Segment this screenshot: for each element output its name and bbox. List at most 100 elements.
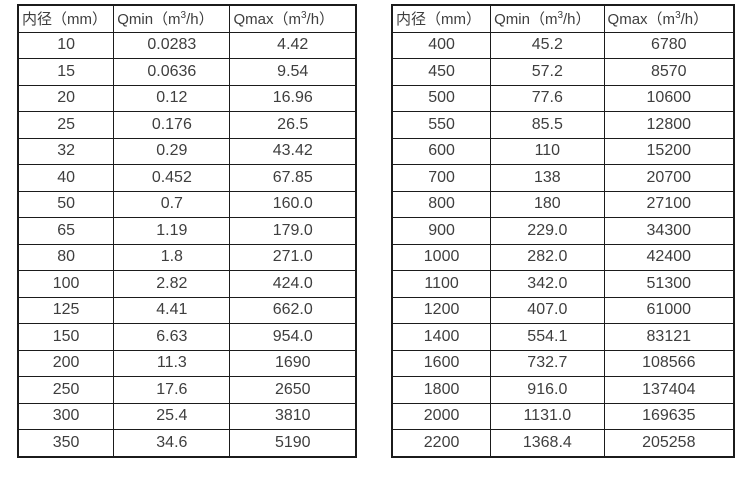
- cell-diameter: 20: [17, 84, 115, 112]
- cell-qmax: 5190: [229, 429, 357, 457]
- cell-diameter: 450: [391, 58, 492, 86]
- cell-qmin: 57.2: [490, 58, 605, 86]
- cell-qmin: 0.452: [113, 164, 231, 192]
- column-header-qmax: Qmax（m3/h）: [229, 4, 357, 33]
- cell-qmax: 137404: [603, 376, 735, 404]
- column-header-qmin: Qmin（m3/h）: [490, 4, 605, 33]
- table-row: 700 138 20700: [391, 164, 735, 192]
- qmin-label-unit: /h）: [563, 11, 591, 29]
- cell-qmin: 17.6: [113, 376, 231, 404]
- cell-diameter: 50: [17, 190, 115, 218]
- qmin-label: Qmin（m: [494, 11, 558, 29]
- table-row: 32 0.29 43.42: [17, 137, 357, 165]
- header-row: 内径（mm） Qmin（m3/h） Qmax（m3/h）: [17, 4, 357, 33]
- cell-diameter: 400: [391, 31, 492, 59]
- table-body: 400 45.2 6780 450 57.2 8570 500 77.6 10600 550 85.…: [391, 31, 735, 457]
- cell-diameter: 150: [17, 323, 115, 351]
- cell-qmin: 11.3: [113, 349, 231, 377]
- cell-diameter: 300: [17, 402, 115, 430]
- cell-qmin: 0.12: [113, 84, 231, 112]
- cell-diameter: 550: [391, 111, 492, 139]
- table-row: 250 17.6 2650: [17, 376, 357, 404]
- table-row: 1400 554.1 83121: [391, 323, 735, 351]
- table-row: 100 2.82 424.0: [17, 270, 357, 298]
- table-row: 80 1.8 271.0: [17, 243, 357, 271]
- cell-diameter: 200: [17, 349, 115, 377]
- cell-qmin: 4.41: [113, 296, 231, 324]
- table-row: 900 229.0 34300: [391, 217, 735, 245]
- cell-qmax: 662.0: [229, 296, 357, 324]
- cell-qmin: 0.29: [113, 137, 231, 165]
- column-header-qmin: Qmin（m3/h）: [113, 4, 231, 33]
- qmax-superscript: 3: [300, 10, 307, 22]
- cell-qmax: 6780: [603, 31, 735, 59]
- table-row: 300 25.4 3810: [17, 402, 357, 430]
- cell-qmin: 1.8: [113, 243, 231, 271]
- cell-diameter: 10: [17, 31, 115, 59]
- table-row: 40 0.452 67.85: [17, 164, 357, 192]
- cell-qmin: 0.0283: [113, 31, 231, 59]
- cell-qmax: 205258: [603, 429, 735, 457]
- table-row: 600 110 15200: [391, 137, 735, 165]
- cell-qmin: 0.0636: [113, 58, 231, 86]
- cell-qmax: 9.54: [229, 58, 357, 86]
- header-row: 内径（mm） Qmin（m3/h） Qmax（m3/h）: [391, 4, 735, 33]
- table-header: 内径（mm） Qmin（m3/h） Qmax（m3/h）: [17, 4, 357, 33]
- cell-qmin: 0.7: [113, 190, 231, 218]
- table-row: 550 85.5 12800: [391, 111, 735, 139]
- qmin-superscript: 3: [557, 10, 564, 22]
- table-row: 10 0.0283 4.42: [17, 31, 357, 59]
- table-row: 1800 916.0 137404: [391, 376, 735, 404]
- cell-qmax: 16.96: [229, 84, 357, 112]
- cell-diameter: 15: [17, 58, 115, 86]
- table-row: 350 34.6 5190: [17, 429, 357, 457]
- qmax-label-unit: /h）: [680, 11, 709, 29]
- cell-qmax: 15200: [603, 137, 735, 165]
- cell-diameter: 1600: [391, 349, 492, 377]
- cell-qmax: 10600: [603, 84, 735, 112]
- table-row: 200 11.3 1690: [17, 349, 357, 377]
- table-row: 450 57.2 8570: [391, 58, 735, 86]
- table-row: 2200 1368.4 205258: [391, 429, 735, 457]
- table-header: 内径（mm） Qmin（m3/h） Qmax（m3/h）: [391, 4, 735, 33]
- cell-qmin: 34.6: [113, 429, 231, 457]
- table-row: 25 0.176 26.5: [17, 111, 357, 139]
- cell-diameter: 80: [17, 243, 115, 271]
- cell-qmax: 954.0: [229, 323, 357, 351]
- cell-diameter: 800: [391, 190, 492, 218]
- cell-qmin: 77.6: [490, 84, 605, 112]
- cell-qmin: 916.0: [490, 376, 605, 404]
- cell-diameter: 700: [391, 164, 492, 192]
- cell-diameter: 1100: [391, 270, 492, 298]
- cell-qmax: 51300: [603, 270, 735, 298]
- cell-qmax: 61000: [603, 296, 735, 324]
- cell-qmin: 1368.4: [490, 429, 605, 457]
- cell-qmax: 179.0: [229, 217, 357, 245]
- cell-diameter: 1400: [391, 323, 492, 351]
- cell-qmin: 229.0: [490, 217, 605, 245]
- cell-diameter: 2000: [391, 402, 492, 430]
- table-row: 1000 282.0 42400: [391, 243, 735, 271]
- table-row: 500 77.6 10600: [391, 84, 735, 112]
- cell-qmax: 27100: [603, 190, 735, 218]
- qmax-label: Qmax（m: [607, 11, 676, 29]
- cell-qmin: 85.5: [490, 111, 605, 139]
- qmax-label-unit: /h）: [306, 11, 335, 29]
- cell-qmin: 25.4: [113, 402, 231, 430]
- cell-qmax: 8570: [603, 58, 735, 86]
- table-row: 1600 732.7 108566: [391, 349, 735, 377]
- cell-diameter: 125: [17, 296, 115, 324]
- cell-diameter: 900: [391, 217, 492, 245]
- qmax-label: Qmax（m: [233, 11, 301, 29]
- cell-qmax: 1690: [229, 349, 357, 377]
- cell-qmax: 43.42: [229, 137, 357, 165]
- qmin-label-unit: /h）: [186, 11, 214, 29]
- table-body: 10 0.0283 4.42 15 0.0636 9.54 20 0.12 16.96 25 0.1…: [17, 31, 357, 457]
- cell-diameter: 250: [17, 376, 115, 404]
- cell-diameter: 2200: [391, 429, 492, 457]
- cell-qmin: 2.82: [113, 270, 231, 298]
- cell-diameter: 100: [17, 270, 115, 298]
- cell-qmax: 3810: [229, 402, 357, 430]
- cell-diameter: 1800: [391, 376, 492, 404]
- cell-qmin: 1131.0: [490, 402, 605, 430]
